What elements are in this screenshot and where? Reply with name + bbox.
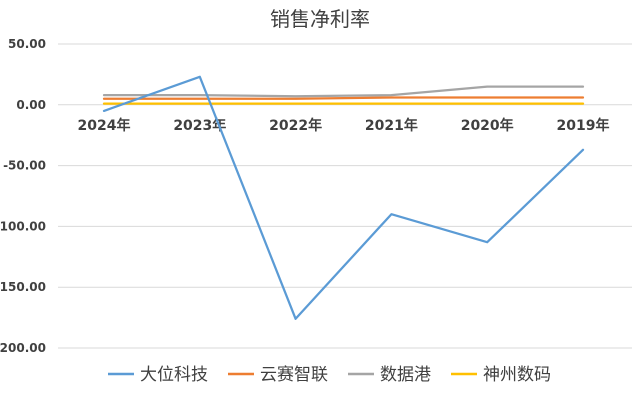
y-tick-label: 0.00 <box>16 98 46 112</box>
series-lines <box>102 75 585 320</box>
legend-label: 云赛智联 <box>260 364 328 385</box>
x-tick-label: 2021年 <box>365 117 418 134</box>
series-line <box>102 85 585 98</box>
y-tick-label: -100.00 <box>0 219 46 233</box>
legend: 大位科技 云赛智联 数据港 神州数码 <box>108 364 551 385</box>
x-tick-label: 2022年 <box>269 117 322 134</box>
legend-label: 神州数码 <box>483 365 551 385</box>
x-tick-label: 2023年 <box>173 117 226 134</box>
series-line <box>102 96 585 100</box>
y-tick-label: 50.00 <box>8 37 46 51</box>
series-line <box>102 75 585 320</box>
y-tick-label: -50.00 <box>3 159 46 173</box>
chart-title: 销售净利率 <box>270 7 370 31</box>
x-tick-label: 2019年 <box>557 117 610 134</box>
x-tick-label: 2020年 <box>461 117 514 134</box>
legend-label: 数据港 <box>380 365 431 385</box>
y-tick-label: -200.00 <box>0 341 46 355</box>
legend-label: 大位科技 <box>140 365 208 385</box>
x-axis-ticks: 2024年 2023年 2022年 2021年 2020年 2019年 <box>78 117 610 134</box>
y-tick-label: -150.00 <box>0 280 46 294</box>
y-axis-ticks: 50.00 0.00 -50.00 -100.00 -150.00 -200.00 <box>0 37 46 355</box>
gridlines <box>58 43 632 349</box>
x-tick-label: 2024年 <box>78 117 131 134</box>
